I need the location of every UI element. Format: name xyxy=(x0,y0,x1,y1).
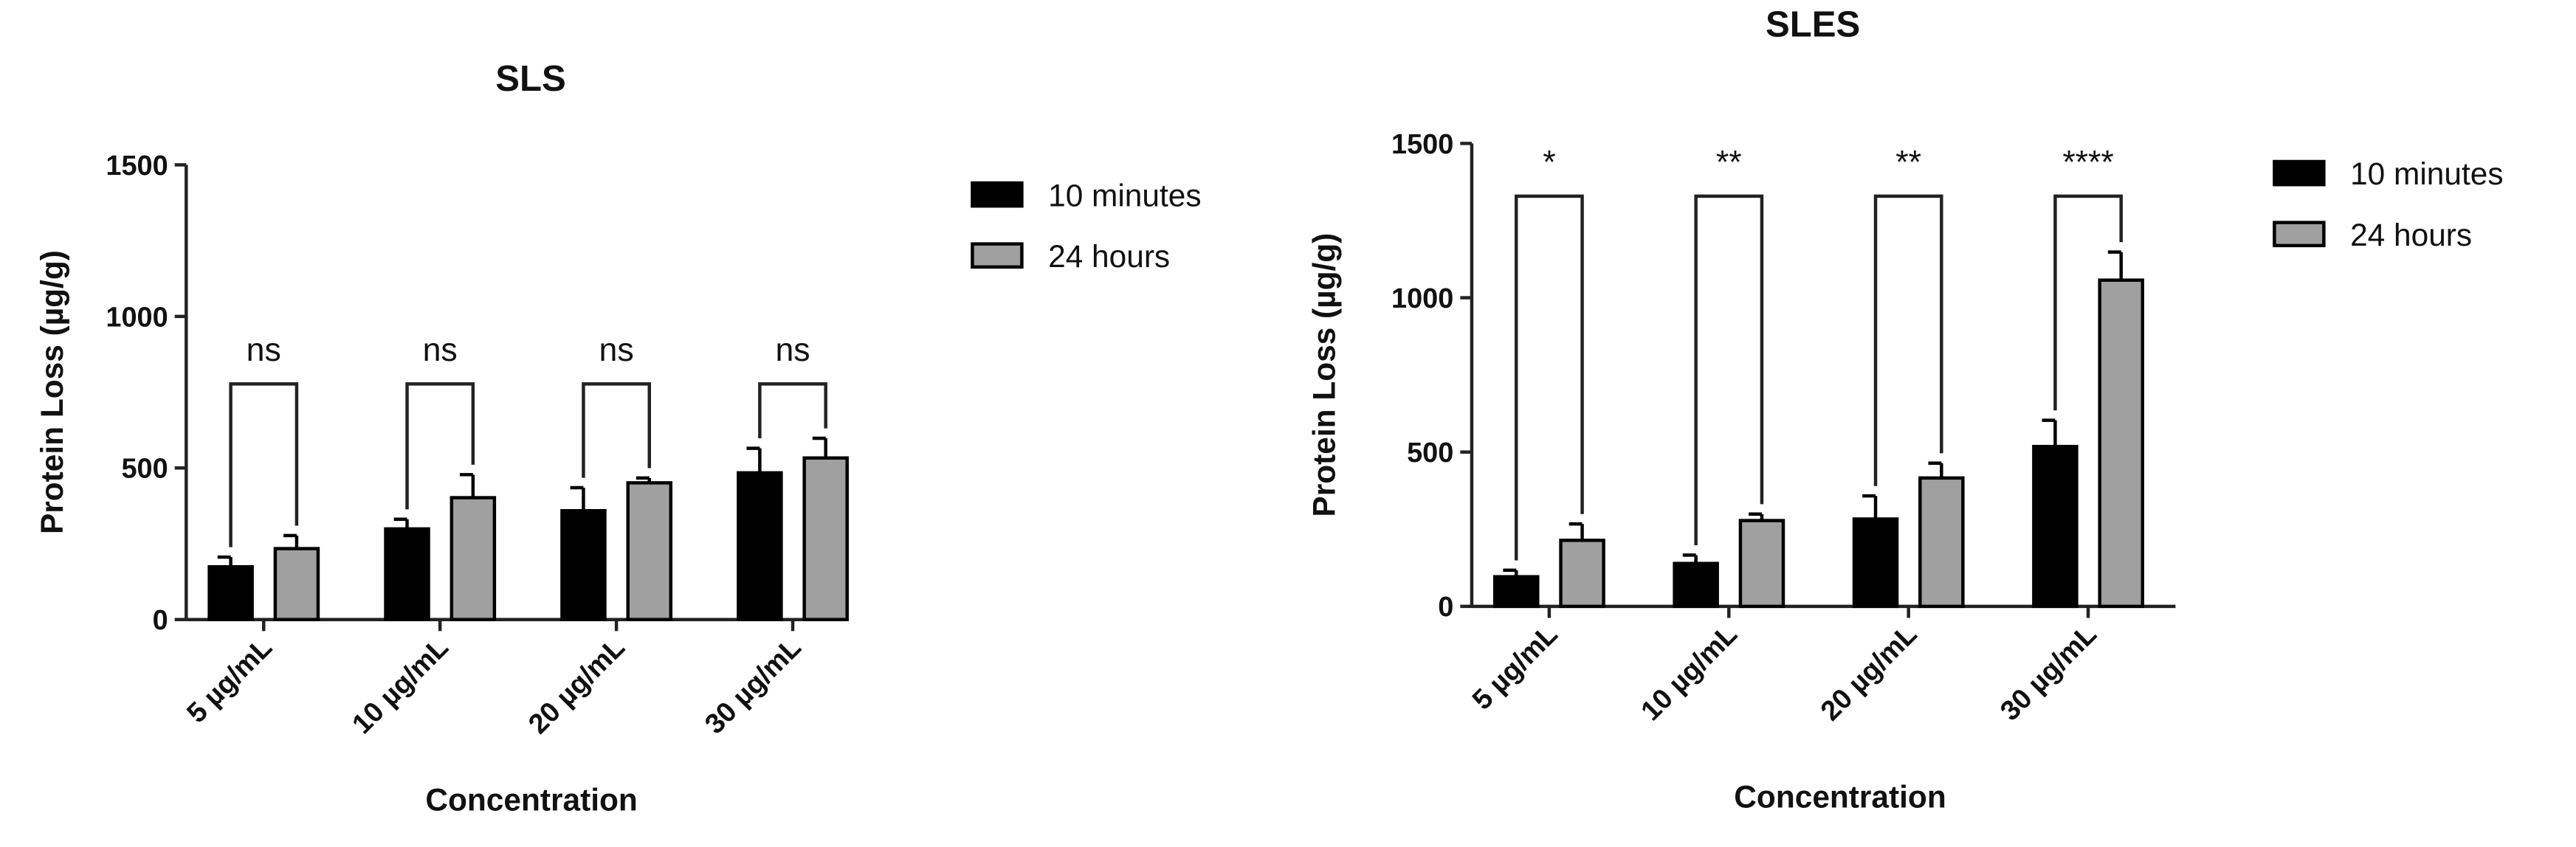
error-bar xyxy=(812,436,827,458)
bar xyxy=(273,547,320,621)
bar xyxy=(2032,444,2079,609)
x-tick-label: 30 µg/mL xyxy=(699,632,807,741)
bar xyxy=(802,456,849,621)
y-tick-label: 500 xyxy=(1407,438,1453,469)
legend-label: 24 hours xyxy=(2350,218,2472,252)
chart-title: SLES xyxy=(1766,4,1860,44)
bar xyxy=(560,508,607,621)
bar xyxy=(1918,476,1965,609)
significance-label: ** xyxy=(1895,145,1921,181)
y-axis-title: Protein Loss (µg/g) xyxy=(1307,233,1342,517)
significance-bracket xyxy=(1873,194,1943,486)
significance-bracket xyxy=(2053,194,2123,411)
bar xyxy=(1673,561,1719,609)
legend-swatch xyxy=(2273,221,2326,248)
bar xyxy=(1492,575,1540,609)
x-axis-title: Concentration xyxy=(425,783,637,817)
x-axis-title: Concentration xyxy=(1734,779,1946,814)
significance-label: ns xyxy=(599,332,634,368)
error-bar xyxy=(1503,568,1518,577)
legend-swatch xyxy=(971,242,1024,269)
y-axis-title: Protein Loss (µg/g) xyxy=(35,250,69,534)
x-tick-label: 10 µg/mL xyxy=(1636,619,1744,727)
x-tick-label: 5 µg/mL xyxy=(1467,619,1564,716)
x-tick-label: 30 µg/mL xyxy=(1994,619,2103,727)
error-bar xyxy=(393,517,409,529)
significance-bracket xyxy=(229,382,299,547)
bar xyxy=(1852,517,1899,609)
bar xyxy=(737,471,783,621)
significance-bracket xyxy=(1694,194,1764,546)
bar xyxy=(2098,278,2144,609)
x-tick-label: 20 µg/mL xyxy=(1815,619,1924,727)
significance-label: **** xyxy=(2062,145,2113,181)
bar xyxy=(207,564,254,621)
error-bar xyxy=(1682,553,1698,564)
bar xyxy=(626,481,673,621)
significance-label: ns xyxy=(775,332,810,368)
y-tick-label: 1500 xyxy=(106,151,168,182)
legend-swatch xyxy=(2273,159,2326,187)
error-bar xyxy=(459,473,475,498)
y-tick-label: 0 xyxy=(1438,592,1453,623)
error-bar xyxy=(746,446,762,473)
error-bar xyxy=(283,533,299,549)
error-bar xyxy=(1568,522,1584,541)
error-bar xyxy=(2042,418,2057,447)
bar xyxy=(450,496,497,621)
legend-label: 24 hours xyxy=(1048,239,1170,274)
significance-bracket xyxy=(758,382,827,439)
y-tick-label: 0 xyxy=(153,605,168,636)
significance-label: * xyxy=(1543,145,1555,181)
bar xyxy=(1738,519,1785,609)
x-tick-label: 20 µg/mL xyxy=(523,632,631,741)
error-bar xyxy=(1862,494,1878,519)
legend-label: 10 minutes xyxy=(1048,178,1201,212)
chart-title: SLS xyxy=(495,59,566,99)
y-tick-label: 1000 xyxy=(1391,283,1453,314)
bar xyxy=(1559,539,1605,609)
legend-swatch xyxy=(971,181,1024,208)
y-tick-label: 500 xyxy=(121,454,168,485)
x-tick-label: 5 µg/mL xyxy=(181,632,278,730)
significance-label: ** xyxy=(1716,145,1742,181)
significance-label: ns xyxy=(247,332,281,368)
x-tick-label: 10 µg/mL xyxy=(346,632,455,741)
legend-label: 10 minutes xyxy=(2350,156,2503,191)
significance-bracket xyxy=(582,382,651,478)
y-tick-label: 1500 xyxy=(1391,129,1453,160)
significance-label: ns xyxy=(423,332,458,368)
error-bar xyxy=(570,485,585,511)
error-bar xyxy=(1749,512,1764,521)
error-bar xyxy=(636,476,651,483)
significance-bracket xyxy=(405,382,475,510)
significance-bracket xyxy=(1515,194,1584,561)
error-bar xyxy=(2107,250,2123,280)
bar xyxy=(384,527,430,621)
error-bar xyxy=(1928,461,1943,478)
error-bar xyxy=(217,555,233,567)
y-tick-label: 1000 xyxy=(106,302,168,333)
